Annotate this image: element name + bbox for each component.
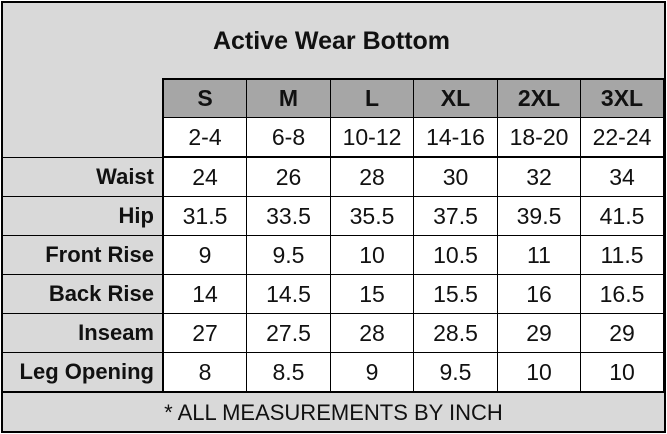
measurement-cell: 33.5: [247, 196, 331, 235]
measurement-cell: 32: [498, 157, 581, 196]
measurement-cell: 9: [162, 235, 247, 274]
measurement-cell: 14: [162, 274, 247, 313]
measurement-cell: 26: [247, 157, 331, 196]
measurement-cell: 8.5: [247, 352, 331, 391]
size-header-cell: S: [162, 78, 247, 118]
table-row: Waist 24 26 28 30 32 34: [3, 157, 664, 196]
measurement-cell: 41.5: [581, 196, 664, 235]
size-header-cell: M: [247, 78, 331, 118]
row-label: Back Rise: [3, 274, 162, 313]
measurement-cell: 14.5: [247, 274, 331, 313]
measurement-cell: 9.5: [414, 352, 498, 391]
measurement-cell: 34: [581, 157, 664, 196]
measurement-cell: 35.5: [331, 196, 414, 235]
measurement-cell: 27: [162, 313, 247, 352]
size-range-cell: 10-12: [331, 118, 414, 157]
table-row: Back Rise 14 14.5 15 15.5 16 16.5: [3, 274, 664, 313]
measurement-cell: 28: [331, 313, 414, 352]
row-label: Inseam: [3, 313, 162, 352]
measurement-cell: 16.5: [581, 274, 664, 313]
size-range-cell: 14-16: [414, 118, 498, 157]
measurement-cell: 39.5: [498, 196, 581, 235]
size-header-cell: 3XL: [581, 78, 664, 118]
size-range-cell: 22-24: [581, 118, 664, 157]
measurement-cell: 31.5: [162, 196, 247, 235]
measurement-rows: Waist 24 26 28 30 32 34 Hip 31.5 33.5 35.5 37.5 39.5…: [3, 157, 664, 391]
measurement-cell: 28.5: [414, 313, 498, 352]
size-header: S M L XL 2XL 3XL 2-4 6-8 10-12 14-16 18-20 22-24: [162, 78, 664, 157]
row-label: Waist: [3, 157, 162, 196]
measurement-cell: 10: [581, 352, 664, 391]
table-row: Hip 31.5 33.5 35.5 37.5 39.5 41.5: [3, 196, 664, 235]
table-row: Leg Opening 8 8.5 9 9.5 10 10: [3, 352, 664, 391]
measurement-cell: 30: [414, 157, 498, 196]
size-range-cell: 18-20: [498, 118, 581, 157]
measurement-cell: 11: [498, 235, 581, 274]
measurement-cell: 10.5: [414, 235, 498, 274]
measurement-cell: 15: [331, 274, 414, 313]
measurement-cell: 27.5: [247, 313, 331, 352]
measurement-cell: 8: [162, 352, 247, 391]
title-text: Active Wear Bottom: [212, 26, 451, 55]
size-range-cell: 2-4: [162, 118, 247, 157]
measurement-cell: 15.5: [414, 274, 498, 313]
row-label: Leg Opening: [3, 352, 162, 391]
measurement-cell: 29: [581, 313, 664, 352]
measurement-cell: 29: [498, 313, 581, 352]
measurement-cell: 10: [331, 235, 414, 274]
measurement-cell: 37.5: [414, 196, 498, 235]
size-header-cell: XL: [414, 78, 498, 118]
measurement-cell: 24: [162, 157, 247, 196]
row-label: Hip: [3, 196, 162, 235]
row-label: Front Rise: [3, 235, 162, 274]
measurement-cell: 9: [331, 352, 414, 391]
size-range-cell: 6-8: [247, 118, 331, 157]
table-row: Front Rise 9 9.5 10 10.5 11 11.5: [3, 235, 664, 274]
measurement-cell: 9.5: [247, 235, 331, 274]
measurement-cell: 16: [498, 274, 581, 313]
chart-title: Active Wear Bottom: [3, 3, 664, 79]
table-row: Inseam 27 27.5 28 28.5 29 29: [3, 313, 664, 352]
size-header-cell: L: [331, 78, 414, 118]
size-header-cell: 2XL: [498, 78, 581, 118]
measurement-cell: 28: [331, 157, 414, 196]
measurement-cell: 10: [498, 352, 581, 391]
footnote: * ALL MEASUREMENTS BY INCH: [3, 391, 664, 433]
measurement-cell: 11.5: [581, 235, 664, 274]
